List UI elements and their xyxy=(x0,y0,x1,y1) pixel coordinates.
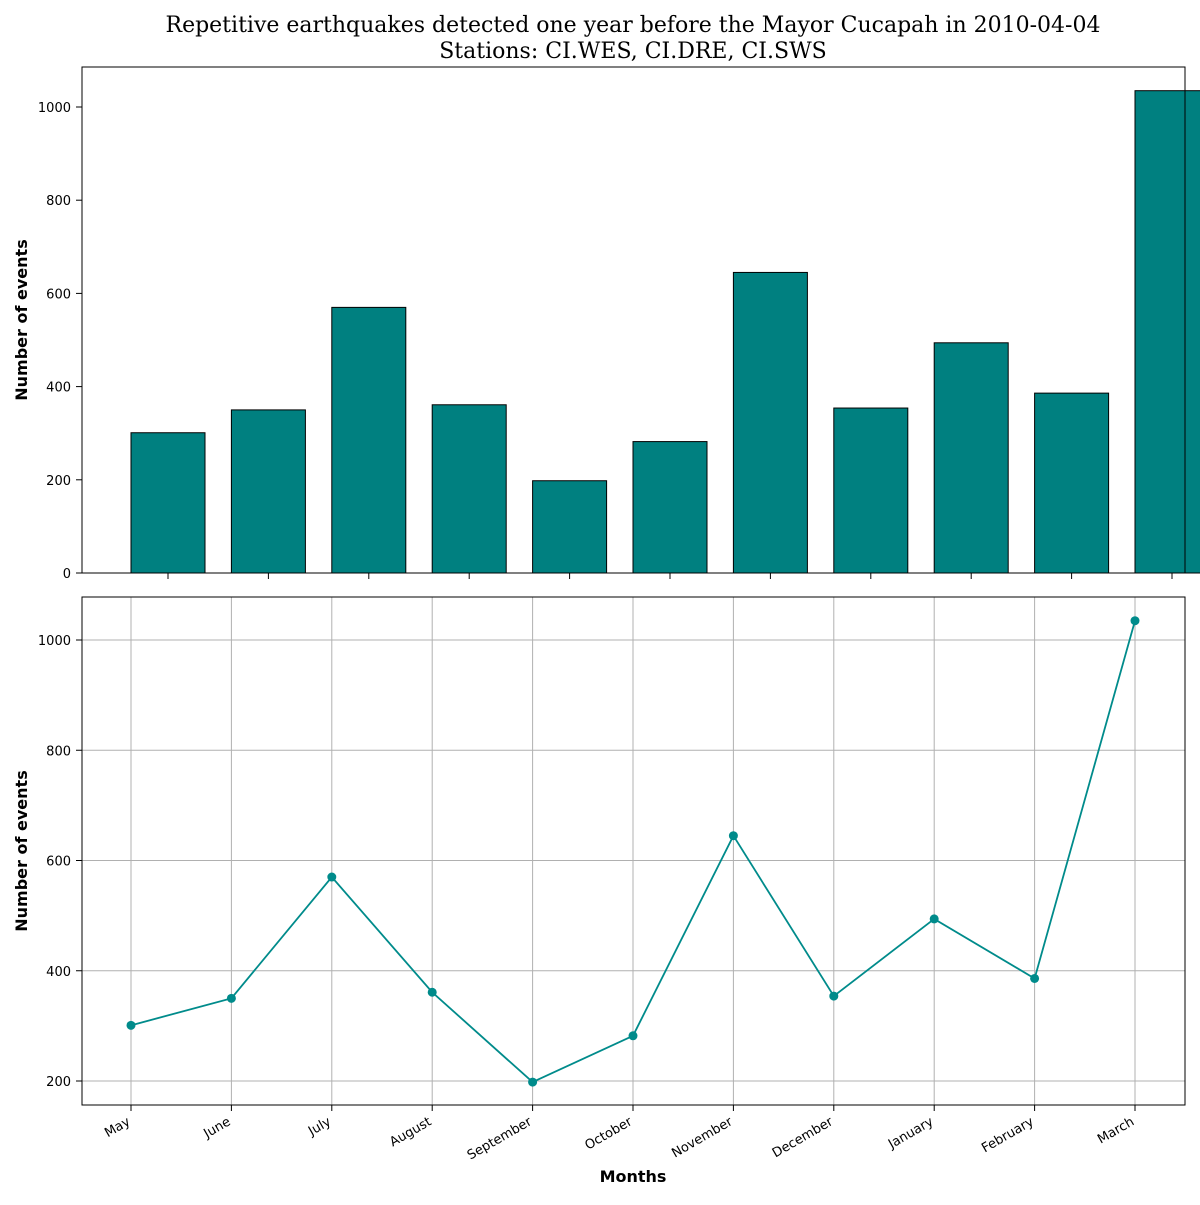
point-may xyxy=(126,1020,136,1030)
point-march xyxy=(1130,616,1140,626)
bar-may xyxy=(130,432,206,574)
chart-title: Repetitive earthquakes detected one year… xyxy=(166,13,1101,38)
line-chart-ylabel: Number of events xyxy=(12,770,31,931)
line-ytick-label: 200 xyxy=(46,1075,71,1090)
point-december xyxy=(829,991,839,1001)
line-chart-frame xyxy=(81,596,1186,1106)
chart-subtitle: Stations: CI.WES, CI.DRE, CI.SWS xyxy=(439,39,827,64)
bar-chart-ylabel: Number of events xyxy=(12,239,31,400)
bar-november xyxy=(732,271,808,574)
bar-ytick-label: 800 xyxy=(46,194,71,209)
bar-july xyxy=(331,306,407,574)
point-february xyxy=(1030,973,1040,983)
bar-june xyxy=(230,409,306,574)
point-june xyxy=(226,993,236,1003)
point-january xyxy=(929,914,939,924)
point-july xyxy=(327,872,337,882)
line-ytick-label: 800 xyxy=(46,744,71,759)
bar-december xyxy=(833,407,909,574)
bar-january xyxy=(933,342,1009,574)
bar-september xyxy=(532,480,608,574)
bar-ytick-label: 0 xyxy=(63,567,71,582)
bar-ytick-label: 200 xyxy=(46,474,71,489)
line-ytick-label: 1000 xyxy=(38,634,71,649)
point-october xyxy=(628,1031,638,1041)
line-chart-xlabel: Months xyxy=(600,1167,667,1186)
bar-march xyxy=(1134,90,1200,574)
point-august xyxy=(427,987,437,997)
bar-chart-frame xyxy=(81,66,1186,574)
bar-chart-panel: 0 200 400 600 800 1000 Number of events xyxy=(12,66,1200,582)
point-november xyxy=(728,831,738,841)
bar-ytick-label: 400 xyxy=(46,381,71,396)
bar-ytick-label: 1000 xyxy=(38,101,71,116)
bar-august xyxy=(431,404,507,574)
bar-ytick-label: 600 xyxy=(46,287,71,302)
line-ytick-label: 400 xyxy=(46,965,71,980)
bar-october xyxy=(632,441,708,574)
bar-february xyxy=(1034,392,1110,574)
line-ytick-label: 600 xyxy=(46,855,71,870)
point-september xyxy=(528,1077,538,1087)
